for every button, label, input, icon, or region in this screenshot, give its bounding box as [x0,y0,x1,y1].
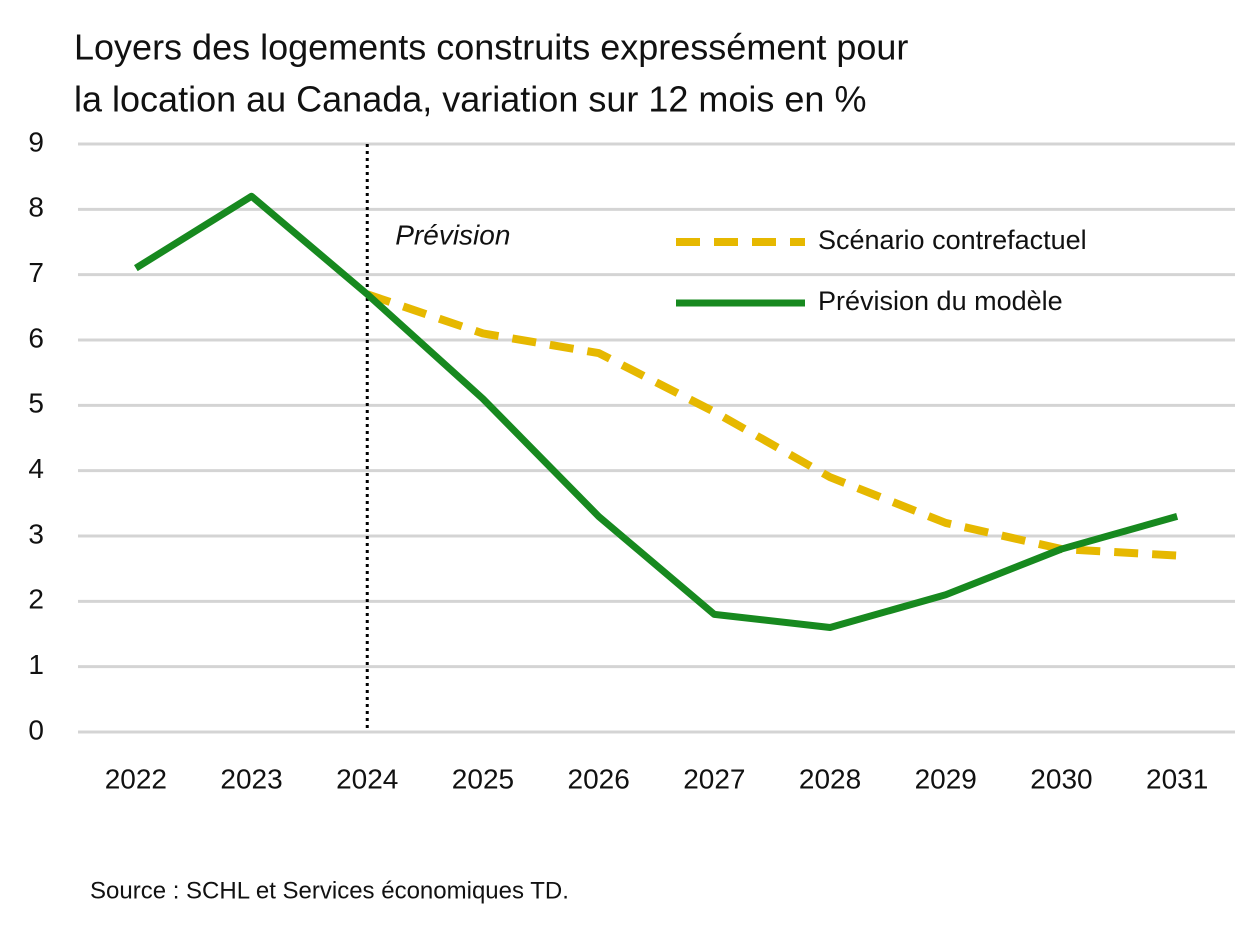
legend-label: Scénario contrefactuel [818,225,1087,255]
x-tick-label: 2025 [452,763,514,794]
x-tick-label: 2022 [105,763,167,794]
x-tick-label: 2026 [568,763,630,794]
y-tick-label: 2 [28,584,44,615]
x-tick-label: 2029 [915,763,977,794]
series-line [365,290,1178,560]
x-tick-label: 2030 [1030,763,1092,794]
y-tick-label: 3 [28,518,44,549]
x-tick-label: 2031 [1146,763,1208,794]
y-tick-label: 5 [28,388,44,419]
y-tick-label: 7 [28,257,44,288]
x-tick-label: 2028 [799,763,861,794]
legend-label: Prévision du modèle [818,286,1063,316]
x-tick-label: 2023 [220,763,282,794]
chart-title: Loyers des logements construits expressé… [74,27,908,68]
source-note: Source : SCHL et Services économiques TD… [90,877,569,904]
y-tick-label: 9 [28,126,44,157]
annotation: Prévision [395,219,510,250]
y-tick-label: 8 [28,192,44,223]
y-tick-label: 1 [28,649,44,680]
chart-title: la location au Canada, variation sur 12 … [74,79,866,120]
x-tick-label: 2024 [336,763,398,794]
x-tick-label: 2027 [683,763,745,794]
y-tick-label: 4 [28,453,44,484]
series-line [134,192,1179,631]
y-tick-label: 0 [28,714,44,745]
y-tick-label: 6 [28,322,44,353]
